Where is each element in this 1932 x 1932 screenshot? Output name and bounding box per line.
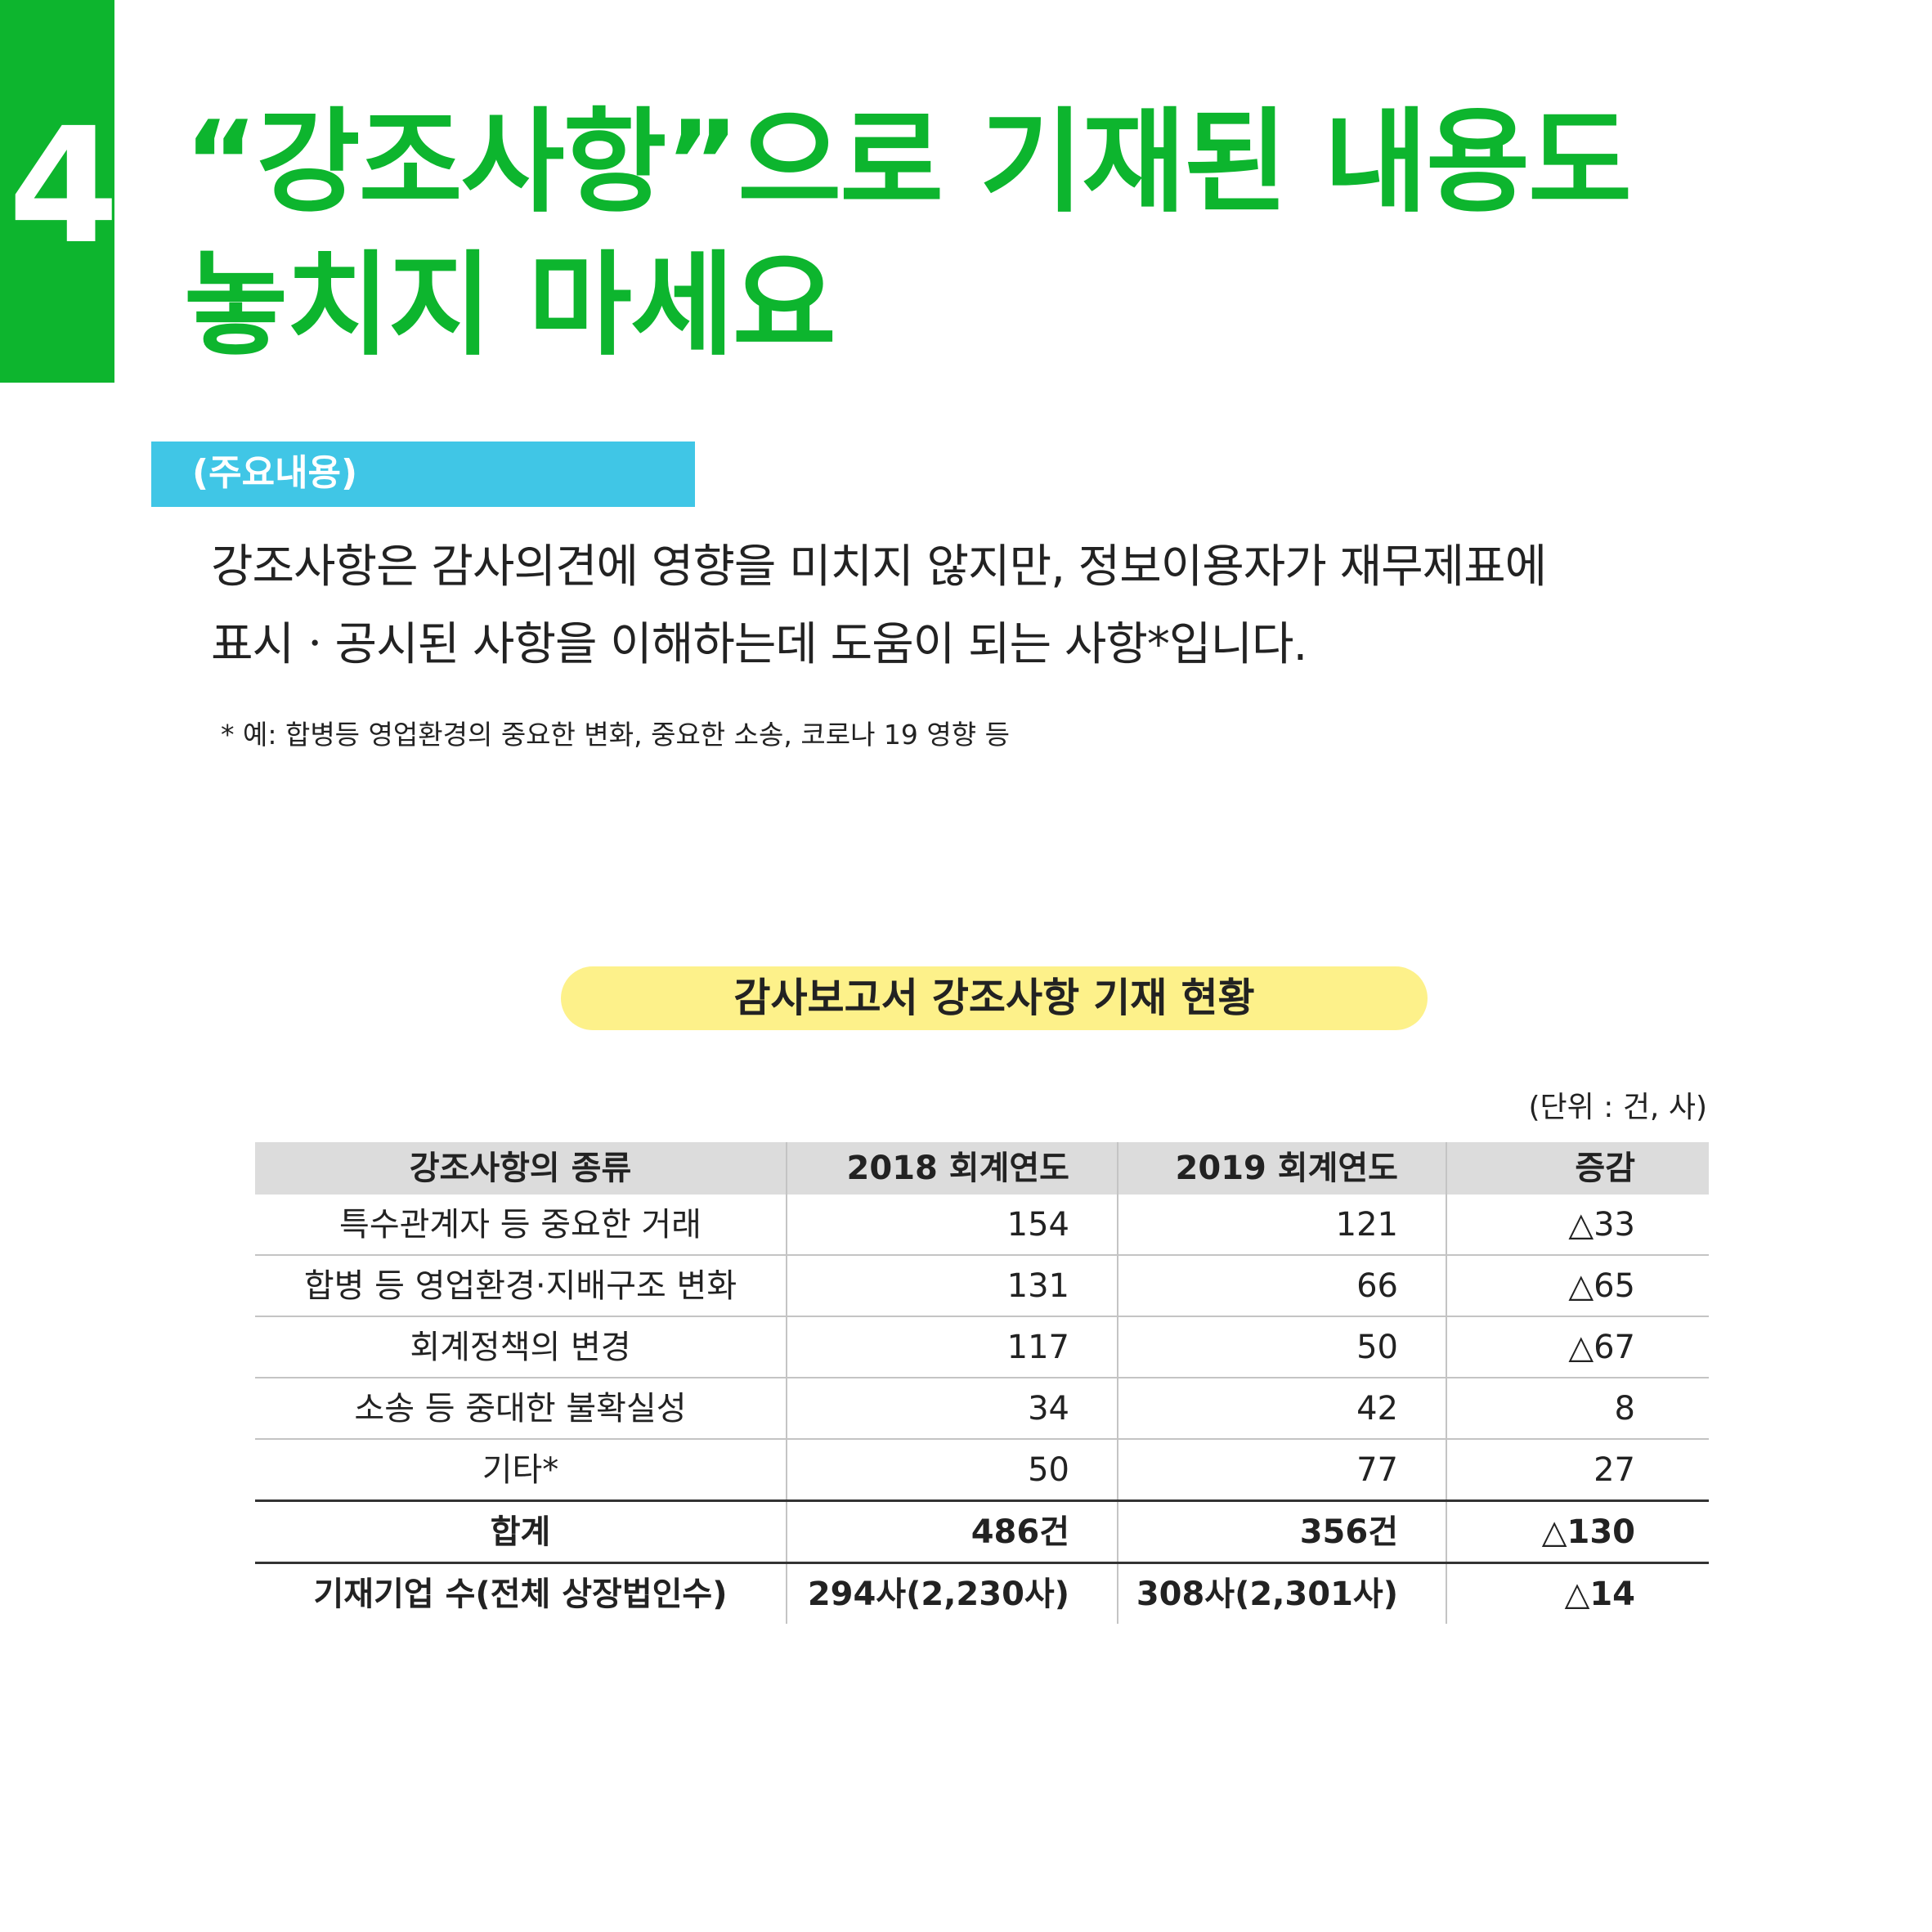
section-number-box: 4 — [0, 0, 119, 383]
header-2019: 2019 회계연도 — [1117, 1142, 1446, 1195]
cell-2019: 77 — [1117, 1438, 1446, 1501]
cell-category: 합병 등 영업환경·지배구조 변화 — [255, 1254, 787, 1316]
table-title-pill: 감사보고서 강조사항 기재 현황 — [561, 966, 1428, 1030]
unit-note: (단위 : 건, 사) — [1528, 1091, 1707, 1124]
section-number: 4 — [8, 93, 119, 279]
body-text-line-1: 강조사항은 감사의견에 영향을 미치지 않지만, 정보이용자가 재무제표에 — [211, 540, 1547, 594]
cell-change: △130 — [1446, 1499, 1709, 1563]
cell-category: 기재기업 수(전체 상장법인수) — [255, 1562, 787, 1624]
cell-change: 27 — [1446, 1438, 1709, 1501]
cell-category: 합계 — [255, 1499, 787, 1563]
cell-category: 기타* — [255, 1438, 787, 1501]
cell-change: △67 — [1446, 1316, 1709, 1378]
cell-change: △33 — [1446, 1195, 1709, 1255]
section-tag: (주요내용) — [151, 442, 695, 507]
cell-2019: 356건 — [1117, 1499, 1446, 1563]
cell-2018: 131 — [786, 1254, 1118, 1316]
cell-2019: 121 — [1117, 1195, 1446, 1255]
cell-change: △14 — [1446, 1562, 1709, 1624]
table-row: 특수관계자 등 중요한 거래 154 121 △33 — [255, 1195, 1709, 1255]
cell-2018: 486건 — [786, 1499, 1118, 1563]
table-title: 감사보고서 강조사항 기재 현황 — [733, 975, 1255, 1021]
page-title-line-1: “강조사항”으로 기재된 내용도 — [184, 96, 1632, 228]
footnote: * 예: 합병등 영업환경의 중요한 변화, 중요한 소송, 코로나 19 영향… — [221, 719, 1010, 751]
table-header-row: 강조사항의 종류 2018 회계연도 2019 회계연도 증감 — [255, 1142, 1709, 1195]
cell-2018: 34 — [786, 1377, 1118, 1439]
cell-2019: 308사(2,301사) — [1117, 1562, 1446, 1624]
page-title-line-2: 놓치지 마세요 — [184, 240, 836, 371]
table-row: 소송 등 중대한 불확실성 34 42 8 — [255, 1377, 1709, 1439]
table-row: 합병 등 영업환경·지배구조 변화 131 66 △65 — [255, 1254, 1709, 1316]
cell-2019: 42 — [1117, 1377, 1446, 1439]
cell-2018: 154 — [786, 1195, 1118, 1255]
companies-row: 기재기업 수(전체 상장법인수) 294사(2,230사) 308사(2,301… — [255, 1562, 1709, 1624]
body-text-line-2: 표시ㆍ공시된 사항을 이해하는데 도움이 되는 사항*입니다. — [211, 618, 1307, 671]
cell-2018: 117 — [786, 1316, 1118, 1378]
cell-2019: 50 — [1117, 1316, 1446, 1378]
section-tag-label: (주요내용) — [192, 452, 358, 494]
header-2018: 2018 회계연도 — [786, 1142, 1118, 1195]
total-row: 합계 486건 356건 △130 — [255, 1499, 1709, 1563]
header-category: 강조사항의 종류 — [255, 1142, 787, 1195]
table-row: 기타* 50 77 27 — [255, 1438, 1709, 1501]
cell-category: 특수관계자 등 중요한 거래 — [339, 1205, 702, 1244]
data-table: 강조사항의 종류 2018 회계연도 2019 회계연도 증감 특수관계자 등 … — [255, 1142, 1709, 1624]
cell-change: △65 — [1446, 1254, 1709, 1316]
table-row: 회계정책의 변경 117 50 △67 — [255, 1316, 1709, 1378]
cell-change: 8 — [1446, 1377, 1709, 1439]
header-change: 증감 — [1446, 1142, 1709, 1195]
cell-2018: 294사(2,230사) — [786, 1562, 1118, 1624]
cell-category: 회계정책의 변경 — [255, 1316, 787, 1378]
cell-2018: 50 — [786, 1438, 1118, 1501]
cell-2019: 66 — [1117, 1254, 1446, 1316]
cell-category: 소송 등 중대한 불확실성 — [255, 1377, 787, 1439]
